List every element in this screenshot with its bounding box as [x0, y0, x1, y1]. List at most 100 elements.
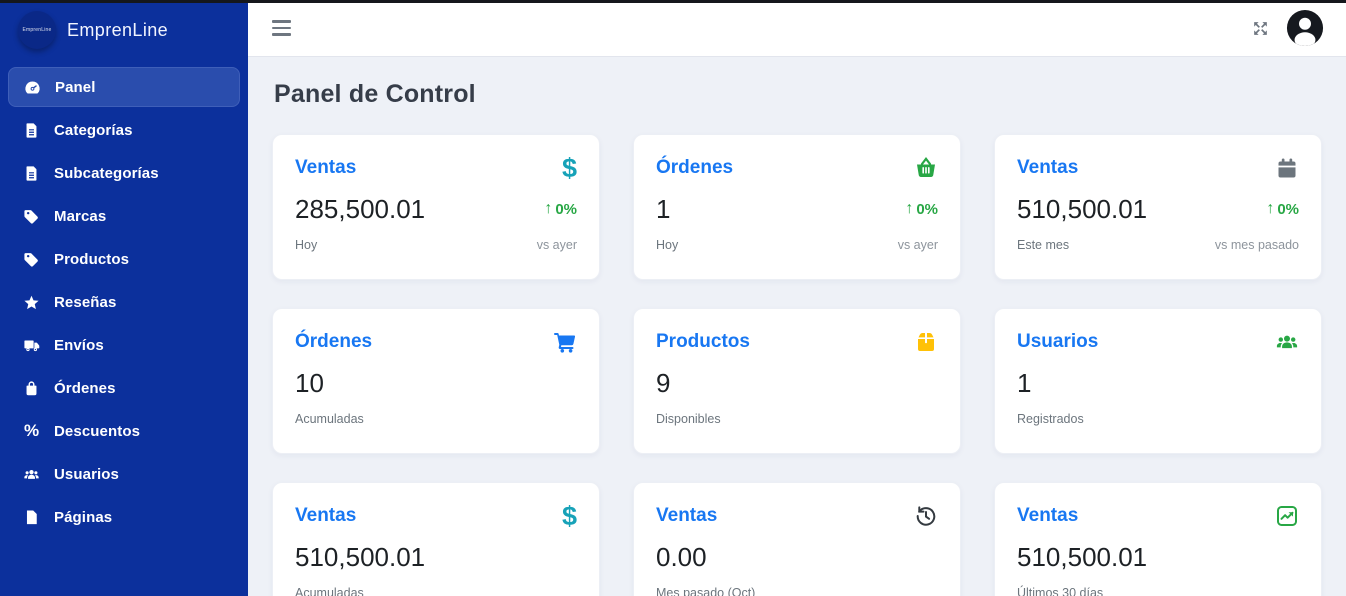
card-value: 510,500.01 [1017, 193, 1148, 224]
users-icon [22, 466, 41, 483]
sidebar-item-subcategorias[interactable]: Subcategorías [8, 153, 240, 193]
card-sublabel: Hoy [295, 238, 318, 252]
card-value: 0.00 [656, 541, 707, 572]
stat-card: Productos 9 Disponibles [633, 308, 961, 454]
brand-logo-text: EmprenLine [22, 27, 52, 33]
card-value: 510,500.01 [1017, 541, 1148, 572]
card-sublabel: Registrados [1017, 412, 1084, 426]
stat-card: Ventas $ 510,500.01 Acumuladas [272, 482, 600, 596]
sidebar-item-categorias[interactable]: Categorías [8, 110, 240, 150]
menu-icon[interactable] [270, 16, 293, 39]
arrow-up-icon: ↑ [544, 200, 553, 217]
card-value: 285,500.01 [295, 193, 426, 224]
card-vs-label: vs ayer [536, 238, 577, 252]
card-vs-label: vs mes pasado [1214, 238, 1299, 252]
sidebar-item-ordenes[interactable]: Órdenes [8, 368, 240, 408]
sidebar-item-label: Panel [55, 78, 96, 96]
brand-name: EmprenLine [67, 19, 169, 40]
sidebar-item-usuarios[interactable]: Usuarios [8, 454, 240, 494]
card-title: Usuarios [1017, 331, 1099, 352]
file-lines-icon [22, 122, 41, 139]
sidebar-item-label: Reseñas [54, 293, 117, 311]
page-icon [22, 509, 41, 526]
card-change: ↑ 0% [905, 200, 938, 218]
sidebar-item-label: Descuentos [54, 422, 141, 440]
sidebar-nav: Panel Categorías Subcategorías Marcas [0, 59, 248, 537]
sidebar-item-productos[interactable]: Productos [8, 239, 240, 279]
content-area: Panel de Control Ventas $ 285,500.01 ↑ 0%… [248, 57, 1346, 596]
star-icon [22, 294, 41, 311]
sidebar-item-label: Subcategorías [54, 164, 159, 182]
gauge-icon [23, 79, 42, 96]
card-sublabel: Disponibles [656, 412, 721, 426]
stat-card: Ventas $ 285,500.01 ↑ 0% Hoy vs ayer [272, 134, 600, 280]
card-sublabel: Acumuladas [295, 586, 364, 596]
card-sublabel: Acumuladas [295, 412, 364, 426]
truck-icon [22, 337, 41, 354]
sidebar-item-label: Categorías [54, 121, 133, 139]
percent-icon: % [23, 421, 40, 440]
sidebar-item-marcas[interactable]: Marcas [8, 196, 240, 236]
arrow-up-icon: ↑ [1266, 200, 1275, 217]
sidebar-item-label: Órdenes [54, 379, 116, 397]
sidebar-item-label: Envíos [54, 336, 104, 354]
page-title: Panel de Control [274, 80, 476, 108]
tag-icon [22, 251, 41, 268]
card-value: 9 [656, 367, 671, 398]
user-avatar[interactable] [1286, 9, 1324, 47]
card-change: ↑ 0% [1266, 200, 1299, 218]
sidebar: EmprenLine EmprenLine Panel Categorías [0, 0, 248, 596]
card-sublabel: Este mes [1017, 238, 1070, 252]
topbar [248, 0, 1346, 57]
box-icon [914, 330, 938, 354]
card-value: 510,500.01 [295, 541, 426, 572]
sidebar-item-label: Marcas [54, 207, 107, 225]
card-change: ↑ 0% [544, 200, 577, 218]
card-sublabel: Hoy [656, 238, 679, 252]
stat-card: Ventas 510,500.01 Últimos 30 días [994, 482, 1322, 596]
users-icon [1275, 330, 1299, 354]
sidebar-item-paginas[interactable]: Páginas [8, 497, 240, 537]
stat-card: Órdenes 10 Acumuladas [272, 308, 600, 454]
basket-icon [914, 156, 938, 180]
chart-line-icon [1275, 504, 1299, 528]
card-title: Ventas [1017, 157, 1079, 178]
history-icon [914, 504, 938, 528]
card-sublabel: Mes pasado (Oct) [656, 586, 756, 596]
fullscreen-icon[interactable] [1251, 19, 1270, 38]
calendar-icon [1275, 156, 1299, 180]
dollar-icon: $ [561, 501, 577, 531]
card-title: Productos [656, 331, 750, 352]
card-value: 10 [295, 367, 324, 398]
card-title: Órdenes [295, 331, 373, 352]
dollar-icon: $ [561, 153, 577, 183]
stat-card: Ventas 0.00 Mes pasado (Oct) [633, 482, 961, 596]
card-title: Ventas [656, 505, 718, 526]
sidebar-item-panel[interactable]: Panel [8, 67, 240, 107]
arrow-up-icon: ↑ [905, 200, 914, 217]
brand-logo: EmprenLine [18, 11, 56, 49]
sidebar-item-resenas[interactable]: Reseñas [8, 282, 240, 322]
card-vs-label: vs ayer [897, 238, 938, 252]
file-lines-icon [22, 165, 41, 182]
sidebar-item-descuentos[interactable]: % Descuentos [8, 411, 240, 451]
card-value: 1 [1017, 367, 1032, 398]
bag-icon [22, 380, 41, 397]
cart-icon [553, 330, 577, 354]
window-top-edge [0, 0, 1346, 3]
sidebar-item-label: Productos [54, 250, 130, 268]
card-title: Órdenes [656, 157, 734, 178]
sidebar-item-label: Usuarios [54, 465, 119, 483]
card-value: 1 [656, 193, 671, 224]
brand: EmprenLine EmprenLine [0, 0, 248, 59]
sidebar-item-label: Páginas [54, 508, 113, 526]
stats-grid: Ventas $ 285,500.01 ↑ 0% Hoy vs ayer Órde… [272, 134, 1322, 596]
card-sublabel: Últimos 30 días [1017, 586, 1104, 596]
sidebar-item-envios[interactable]: Envíos [8, 325, 240, 365]
card-title: Ventas [295, 505, 357, 526]
card-title: Ventas [295, 157, 357, 178]
stat-card: Ventas 510,500.01 ↑ 0% Este mes vs mes pa… [994, 134, 1322, 280]
tag-icon [22, 208, 41, 225]
stat-card: Órdenes 1 ↑ 0% Hoy vs ayer [633, 134, 961, 280]
card-title: Ventas [1017, 505, 1079, 526]
